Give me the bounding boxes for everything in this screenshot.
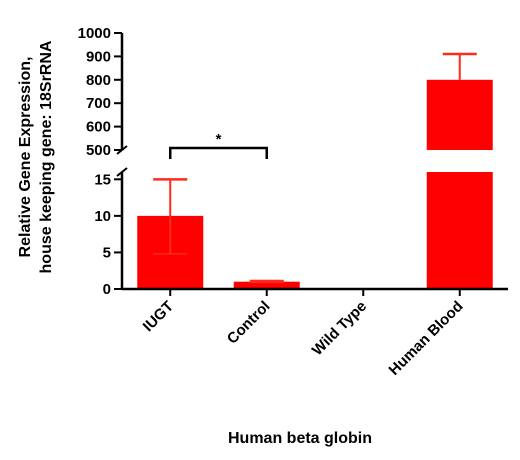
y-tick-label-500: 500 xyxy=(86,142,111,159)
significance-label: * xyxy=(216,131,222,148)
y-tick-label-5: 5 xyxy=(103,244,111,261)
x-axis-label: Human beta globin xyxy=(228,430,372,447)
y-tick-label-1000: 1000 xyxy=(78,25,111,42)
y-axis-label: Relative Gene Expression, house keeping … xyxy=(17,40,55,273)
error-bar-control xyxy=(249,279,284,284)
significance-bracket: * xyxy=(169,131,268,159)
y-tick-label-15: 15 xyxy=(94,171,111,188)
y-tick-label-800: 800 xyxy=(86,72,111,89)
significance-bracket-line xyxy=(169,146,268,159)
bar-upper-human-blood xyxy=(426,79,493,150)
y-tick-label-10: 10 xyxy=(94,208,111,225)
error-bar-iugt xyxy=(153,178,188,255)
x-tick-label-human-blood: Human Blood xyxy=(386,298,467,379)
x-tick-label-iugt: IUGT xyxy=(140,298,177,335)
y-tick-label-600: 600 xyxy=(86,119,111,136)
error-bar-human-blood xyxy=(442,52,477,80)
y-axis-label-line-1: Relative Gene Expression, xyxy=(17,57,34,258)
x-tick-label-wild-type: Wild Type xyxy=(309,298,370,359)
y-tick-label-700: 700 xyxy=(86,95,111,112)
bar-control xyxy=(233,281,300,289)
plot-area: 0 5 10 15 500 600 700 800 900 1000 IUGT Control Wild… xyxy=(78,25,508,379)
y-tick-label-0: 0 xyxy=(103,281,111,298)
y-axis-label-line-2: house keeping gene: 18SrRNA xyxy=(38,40,55,273)
x-tick-label-control: Control xyxy=(224,298,274,348)
y-tick-label-900: 900 xyxy=(86,48,111,65)
bar-lower-human-blood xyxy=(426,172,493,289)
axis-break-mark-lower xyxy=(116,167,128,177)
